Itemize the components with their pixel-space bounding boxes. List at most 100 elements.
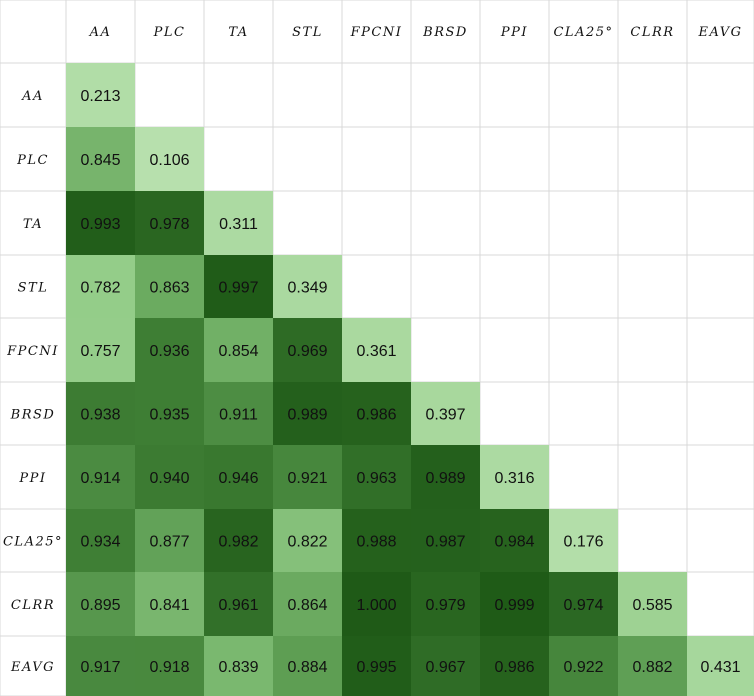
cell-value-label: 0.911 — [219, 407, 258, 424]
cell-value-label: 0.969 — [287, 343, 327, 360]
cell-value-label: 0.946 — [218, 470, 258, 487]
cell-value-label: 0.431 — [700, 659, 740, 676]
cell-value-label: 0.914 — [80, 470, 120, 487]
heatmap-cell-CLRR-AA — [66, 572, 135, 636]
column-header-CLRR: CLRR — [630, 25, 674, 40]
cell-value-label: 0.993 — [80, 216, 120, 233]
heatmap-cell-CLA25°-BRSD — [411, 509, 480, 572]
cell-value-label: 0.882 — [632, 659, 672, 676]
cell-value-label: 0.987 — [425, 534, 465, 551]
row-header-STL: STL — [18, 281, 49, 296]
column-headers: AA PLC TA STL FPCNI BRSD PPI CLA25° CLRR EAVG — [89, 25, 741, 40]
row-header-PPI: PPI — [18, 471, 46, 486]
column-header-PPI: PPI — [500, 25, 528, 40]
cell-value-label: 0.936 — [149, 343, 189, 360]
heatmap-cell-PPI-BRSD — [411, 445, 480, 509]
cell-value-label: 0.864 — [287, 597, 327, 614]
row-header-AA: AA — [21, 89, 44, 104]
heatmap-cell-PPI-PPI — [480, 445, 549, 509]
heatmap-cell-EAVG-FPCNI — [342, 636, 411, 696]
heatmap-cell-AA-AA — [66, 63, 135, 127]
heatmap-cell-CLRR-PLC — [135, 572, 204, 636]
heatmap-cell-BRSD-AA — [66, 382, 135, 445]
cell-value-label: 0.917 — [80, 659, 120, 676]
heatmap-cell-CLRR-TA — [204, 572, 273, 636]
heatmap-cell-CLA25°-PLC — [135, 509, 204, 572]
cell-value-label: 0.822 — [287, 534, 327, 551]
column-header-BRSD: BRSD — [422, 25, 468, 40]
column-header-FPCNI: FPCNI — [350, 25, 403, 40]
heatmap-cell-TA-AA — [66, 191, 135, 255]
cell-value-label: 0.922 — [563, 659, 603, 676]
heatmap-cell-FPCNI-STL — [273, 318, 342, 382]
cell-value-label: 0.995 — [356, 659, 396, 676]
heatmap-cell-PPI-STL — [273, 445, 342, 509]
cell-value-label: 0.940 — [149, 470, 189, 487]
heatmap-cell-PPI-FPCNI — [342, 445, 411, 509]
cell-value-label: 0.176 — [563, 534, 603, 551]
cell-value-label: 0.877 — [149, 534, 189, 551]
heatmap-cell-BRSD-BRSD — [411, 382, 480, 445]
heatmap-cell-CLRR-BRSD — [411, 572, 480, 636]
column-header-TA: TA — [228, 25, 248, 40]
cell-value-label: 0.918 — [149, 659, 189, 676]
heatmap-cell-FPCNI-TA — [204, 318, 273, 382]
heatmap-cell-STL-TA — [204, 255, 273, 318]
column-header-AA: AA — [89, 25, 112, 40]
heatmap-cell-CLRR-CLRR — [618, 572, 687, 636]
heatmap-cell-FPCNI-FPCNI — [342, 318, 411, 382]
cell-value-label: 0.989 — [287, 407, 327, 424]
cell-value-label: 0.974 — [563, 597, 603, 614]
row-headers: AA PLC TA STL FPCNI BRSD PPI CLA25° CLRR EAVG — [3, 89, 62, 675]
heatmap-cell-CLRR-CLA25° — [549, 572, 618, 636]
cell-value-label: 0.989 — [425, 470, 465, 487]
heatmap-cell-FPCNI-PLC — [135, 318, 204, 382]
heatmap-cell-CLA25°-FPCNI — [342, 509, 411, 572]
cell-value-label: 0.839 — [218, 659, 258, 676]
cell-value-label: 0.982 — [218, 534, 258, 551]
column-header-STL: STL — [292, 25, 323, 40]
cell-value-label: 0.863 — [149, 280, 189, 297]
heatmap-cell-BRSD-STL — [273, 382, 342, 445]
cell-value-label: 0.884 — [287, 659, 327, 676]
cell-value-label: 0.921 — [287, 470, 327, 487]
row-header-TA: TA — [23, 217, 43, 232]
cell-value-label: 0.997 — [218, 280, 258, 297]
heatmap-cell-EAVG-PPI — [480, 636, 549, 696]
cell-value-label: 0.757 — [80, 343, 120, 360]
row-header-FPCNI: FPCNI — [6, 344, 59, 359]
heatmap-cell-CLRR-PPI — [480, 572, 549, 636]
heatmap-cell-STL-AA — [66, 255, 135, 318]
heatmap-cell-PLC-AA — [66, 127, 135, 191]
heatmap-cell-PLC-PLC — [135, 127, 204, 191]
cell-value-label: 0.979 — [425, 597, 465, 614]
heatmap-cell-EAVG-AA — [66, 636, 135, 696]
cell-value-label: 0.988 — [356, 534, 396, 551]
cell-value-label: 0.984 — [494, 534, 534, 551]
cell-value-label: 0.397 — [425, 407, 465, 424]
heatmap-cell-CLA25°-TA — [204, 509, 273, 572]
cell-value-label: 0.854 — [218, 343, 258, 360]
heatmap-cell-CLA25°-PPI — [480, 509, 549, 572]
cell-value-label: 0.585 — [632, 597, 672, 614]
heatmap-cell-CLA25°-CLA25° — [549, 509, 618, 572]
row-header-EAVG: EAVG — [10, 660, 55, 675]
heatmap-cell-PPI-TA — [204, 445, 273, 509]
heatmap-cell-CLRR-FPCNI — [342, 572, 411, 636]
heatmap-cell-PPI-AA — [66, 445, 135, 509]
heatmap-cell-CLA25°-STL — [273, 509, 342, 572]
cell-value-label: 0.986 — [356, 407, 396, 424]
heatmap-cell-BRSD-TA — [204, 382, 273, 445]
heatmap-cell-TA-TA — [204, 191, 273, 255]
cell-value-label: 1.000 — [356, 597, 396, 614]
cell-value-label: 0.316 — [494, 470, 534, 487]
cell-value-label: 0.213 — [80, 88, 120, 105]
heatmap-cell-EAVG-CLA25° — [549, 636, 618, 696]
heatmap-cell-PPI-PLC — [135, 445, 204, 509]
cell-value-label: 0.782 — [80, 280, 120, 297]
heatmap-cell-EAVG-EAVG — [687, 636, 754, 696]
cell-value-label: 0.841 — [149, 597, 189, 614]
heatmap-cell-CLRR-STL — [273, 572, 342, 636]
cell-value-label: 0.961 — [218, 597, 258, 614]
